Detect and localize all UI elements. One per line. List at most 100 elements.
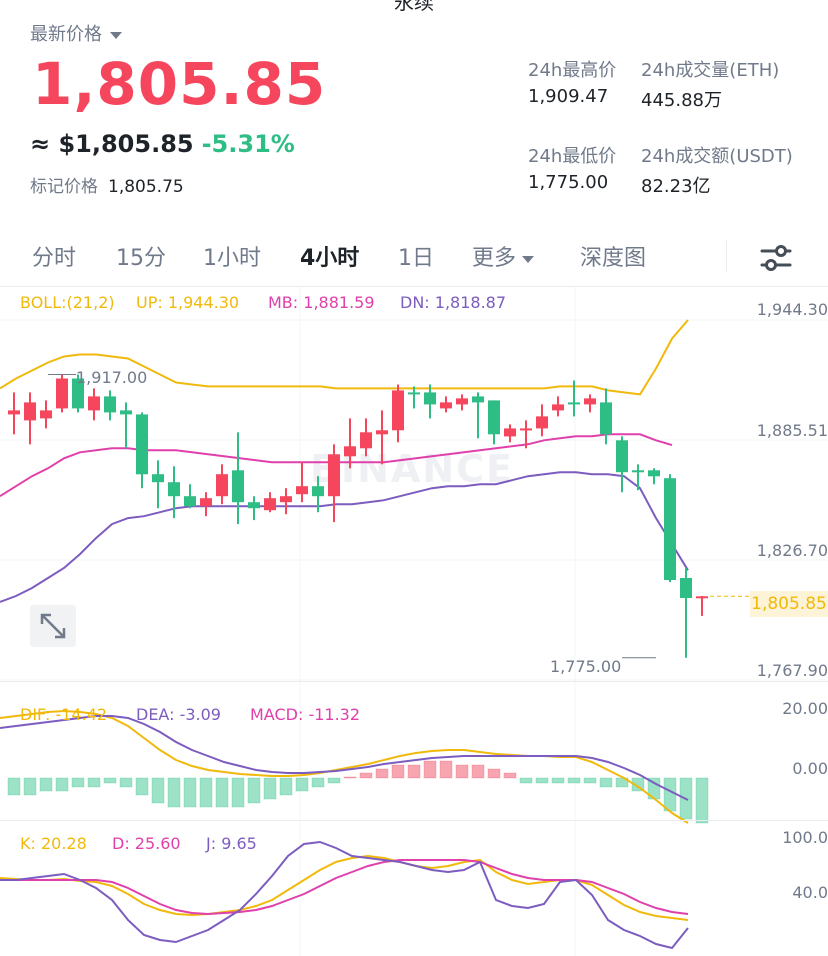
tab-separator bbox=[726, 240, 727, 272]
macd-histogram-bar bbox=[567, 777, 581, 784]
latest-price-selector[interactable]: 最新价格 bbox=[30, 20, 122, 46]
candle-body bbox=[472, 396, 484, 403]
tab-more[interactable]: 更多 bbox=[472, 240, 535, 272]
dif-line bbox=[0, 709, 689, 824]
candle-body bbox=[24, 402, 36, 421]
candle-body bbox=[392, 390, 404, 431]
macd-histogram-bar bbox=[423, 760, 437, 779]
candle-body bbox=[440, 402, 452, 409]
tab-4h[interactable]: 4小时 bbox=[300, 246, 360, 271]
candles bbox=[8, 374, 750, 659]
tab-depth[interactable]: 深度图 bbox=[580, 246, 647, 271]
macd-histogram-bar bbox=[71, 777, 85, 788]
macd-histogram-bar bbox=[599, 777, 613, 788]
macd-label: MACD: -11.32 bbox=[250, 705, 361, 724]
usd-price: ≈ $1,805.85 bbox=[30, 130, 194, 158]
kdj-tick-1: 100.0 bbox=[782, 828, 828, 847]
usd-price-line: ≈ $1,805.85 -5.31% bbox=[30, 130, 295, 158]
tab-1d[interactable]: 1日 bbox=[398, 246, 434, 271]
macd-histogram-bar bbox=[215, 777, 229, 808]
macd-histogram-bar bbox=[199, 777, 213, 808]
candle-body bbox=[424, 392, 436, 405]
macd-histogram-bar bbox=[55, 777, 69, 792]
macd-histogram-bar bbox=[519, 777, 533, 784]
candle-body bbox=[40, 410, 52, 419]
boll-dn-label: DN: 1,818.87 bbox=[400, 293, 507, 312]
candle-body bbox=[552, 404, 564, 411]
interval-tabs: 分时 15分 1小时 4小时 1日 更多 深度图 bbox=[0, 240, 828, 280]
candlestick-chart[interactable] bbox=[0, 287, 828, 956]
low-24h-label: 24h最低价 bbox=[528, 146, 617, 167]
macd-histogram-bar bbox=[407, 764, 421, 779]
tab-15m[interactable]: 15分 bbox=[116, 246, 166, 271]
macd-histogram-bar bbox=[167, 777, 181, 808]
macd-histogram-bar bbox=[247, 777, 261, 804]
chart-top-divider bbox=[0, 286, 828, 287]
macd-histogram-bar bbox=[695, 777, 709, 824]
current-price-tag: 1,805.85 bbox=[750, 591, 828, 617]
candle-body bbox=[248, 502, 260, 509]
page-title: 永续 bbox=[394, 0, 434, 14]
candle-body bbox=[184, 496, 196, 507]
vol-usdt-value: 82.23亿 bbox=[641, 176, 711, 197]
macd-histogram-bar bbox=[359, 772, 373, 779]
caret-down-icon bbox=[522, 255, 535, 263]
candle-body bbox=[136, 414, 148, 475]
vol-eth-value: 445.88万 bbox=[641, 90, 722, 111]
candle-body bbox=[488, 400, 500, 435]
expand-arrows-icon bbox=[40, 613, 66, 639]
candle-body bbox=[312, 486, 324, 497]
macd-divider bbox=[0, 681, 828, 682]
kdj-divider bbox=[0, 820, 828, 821]
d-label: D: 25.60 bbox=[112, 834, 181, 853]
mark-price-label: 标记价格 bbox=[30, 177, 98, 197]
candle-body bbox=[296, 486, 308, 495]
price-tick-1: 1,944.30 bbox=[756, 300, 828, 319]
macd-histogram-bar bbox=[183, 777, 197, 808]
latest-price-label: 最新价格 bbox=[30, 24, 102, 45]
macd-histogram-bar bbox=[439, 760, 453, 779]
candle-body bbox=[216, 474, 228, 497]
dea-label: DEA: -3.09 bbox=[136, 705, 221, 724]
macd-tick-1: 20.00 bbox=[782, 699, 828, 718]
price-tick-4: 1,767.90 bbox=[756, 661, 828, 680]
tab-time-sharing[interactable]: 分时 bbox=[32, 246, 77, 271]
mark-price-line: 标记价格 1,805.75 bbox=[30, 172, 184, 197]
macd-histogram-bar bbox=[87, 777, 101, 788]
candle-body bbox=[104, 396, 116, 413]
macd-histogram-bar bbox=[327, 777, 341, 784]
macd-panel bbox=[0, 709, 709, 824]
high-24h-label: 24h最高价 bbox=[528, 60, 617, 81]
expand-button[interactable] bbox=[30, 605, 76, 647]
candle-body bbox=[648, 470, 660, 477]
candle-body bbox=[88, 396, 100, 411]
macd-histogram-bar bbox=[311, 777, 325, 788]
candle-body bbox=[600, 402, 612, 435]
macd-histogram-bar bbox=[39, 777, 53, 792]
j-line bbox=[0, 840, 689, 950]
macd-histogram-bar bbox=[295, 777, 309, 792]
latest-price: 1,805.85 bbox=[32, 50, 327, 118]
kdj-panel bbox=[0, 840, 689, 950]
candle-body bbox=[536, 416, 548, 429]
macd-histogram-bar bbox=[663, 777, 677, 812]
candle-body bbox=[616, 440, 628, 473]
tab-more-label: 更多 bbox=[472, 246, 517, 271]
candle-body bbox=[632, 470, 644, 473]
sliders-icon bbox=[760, 245, 792, 271]
dea-line bbox=[0, 715, 689, 801]
macd-histogram-bar bbox=[103, 777, 117, 784]
candle-body bbox=[696, 596, 708, 599]
vol-eth-label: 24h成交量(ETH) bbox=[641, 60, 780, 81]
j-label: J: 9.65 bbox=[206, 834, 257, 853]
vol-usdt-label: 24h成交额(USDT) bbox=[641, 146, 793, 167]
boll-mb-label: MB: 1,881.59 bbox=[268, 293, 375, 312]
boll-label: BOLL:(21,2) bbox=[20, 293, 115, 312]
candle-body bbox=[568, 402, 580, 405]
price-tick-2: 1,885.51 bbox=[756, 421, 828, 440]
indicator-settings-button[interactable] bbox=[756, 240, 796, 276]
tab-1h[interactable]: 1小时 bbox=[203, 246, 261, 271]
mark-price-value: 1,805.75 bbox=[108, 177, 184, 197]
candle-body bbox=[168, 482, 180, 497]
macd-histogram-bar bbox=[471, 764, 485, 779]
